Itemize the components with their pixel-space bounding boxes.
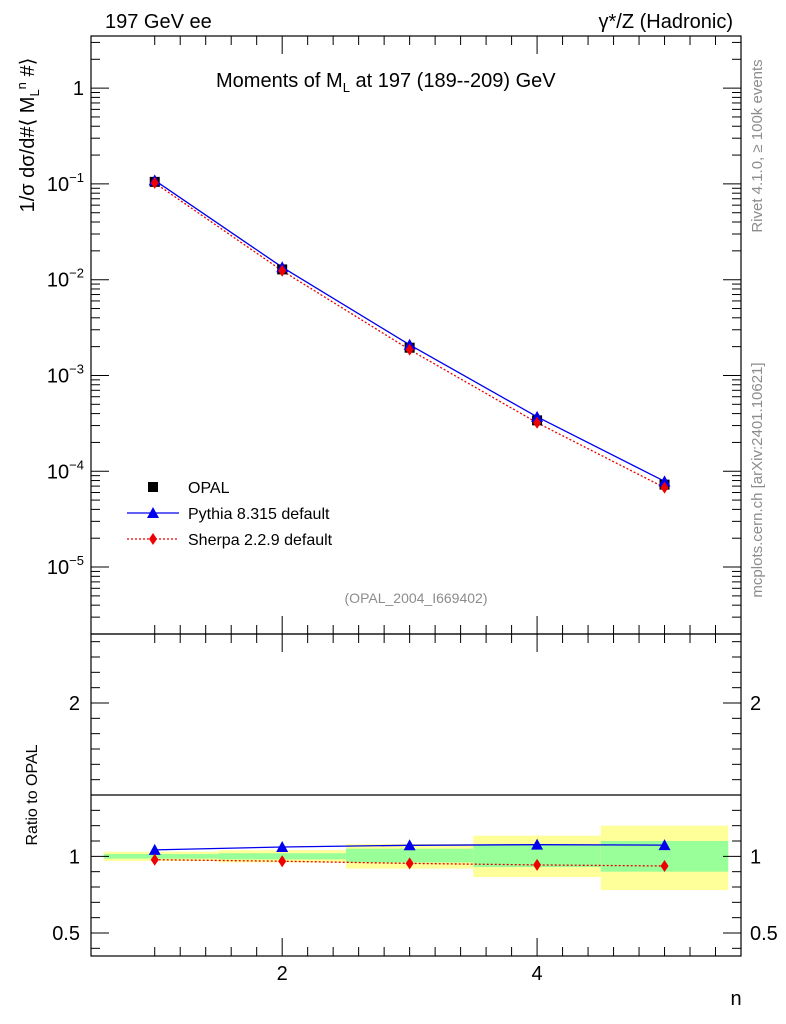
header-right: γ*/Z (Hadronic) [599, 11, 733, 33]
ratio-band-inner [345, 848, 474, 863]
main-ytick-label: 10−2 [47, 266, 84, 292]
main-ytick-label: 10−5 [47, 553, 84, 579]
ratio-xtick-label: 2 [277, 963, 288, 985]
main-ytick-exp: −5 [69, 553, 84, 568]
ratio-xlabel: n [730, 988, 741, 1010]
main-series [148, 174, 671, 494]
watermark: (OPAL_2004_I669402) [345, 590, 488, 606]
legend: OPAL Pythia 8.315 default Sherpa 2.2.9 def… [127, 480, 333, 549]
ratio-point-diamond [278, 855, 287, 868]
ratio-point-diamond [660, 859, 669, 872]
main-ytick-exp: −4 [69, 457, 84, 472]
ratio-ytick-label-left: 0.5 [52, 923, 80, 945]
main-point-diamond [533, 416, 542, 429]
main-ytick-base: 10 [47, 365, 69, 387]
ratio-ytick-label-right: 1 [750, 846, 761, 868]
ratio-point-diamond [150, 853, 159, 866]
ratio-point-triangle [148, 843, 161, 855]
main-xticks [154, 36, 717, 634]
legend-label: OPAL [188, 480, 230, 497]
ratio-point-triangle [658, 839, 671, 851]
main-point-triangle [531, 410, 544, 422]
legend-marker [147, 507, 159, 518]
ratio-point-triangle [276, 840, 289, 852]
ratio-series-line [154, 859, 665, 867]
ratio-point-triangle [403, 839, 416, 851]
legend-marker [149, 533, 157, 545]
main-point-triangle [658, 475, 671, 487]
ratio-band-inner [473, 844, 601, 868]
ratio-ytick-label-right: 0.5 [750, 923, 778, 945]
main-ytick-base: 10 [47, 461, 69, 483]
main-ylabel: 1/σ dσ/d#⟨ MLn #⟩ [14, 58, 42, 213]
ratio-ytick-label-right: 2 [750, 693, 761, 715]
ratio-yticks: 0.5 0.5 1 1 2 2 [52, 641, 778, 949]
main-ytick-base: 10 [47, 174, 69, 196]
ratio-series [148, 838, 671, 872]
legend-label: Sherpa 2.2.9 default [188, 532, 333, 549]
ratio-ylabel: Ratio to OPAL [24, 744, 41, 845]
ratio-ytick-label-left: 2 [69, 693, 80, 715]
main-point-diamond [405, 343, 414, 356]
main-ytick-label: 10−1 [47, 170, 84, 196]
main-ytick-label: 10−4 [47, 457, 84, 483]
main-ytick-label: 1 [73, 78, 84, 100]
main-point-diamond [278, 264, 287, 277]
header-left: 197 GeV ee [105, 11, 212, 33]
main-yticks: 110−110−210−310−410−5 [47, 41, 741, 635]
main-ytick-base: 10 [47, 270, 69, 292]
ratio-point-diamond [533, 858, 542, 871]
rivet-label: Rivet 4.1.0, ≥ 100k events [749, 59, 766, 232]
main-title: Moments of ML at 197 (189--209) GeV [216, 70, 556, 95]
main-series-line [154, 182, 665, 489]
ratio-point-diamond [405, 857, 414, 870]
main-title-part1: Moments of M [216, 70, 343, 92]
main-ytick-exp: −1 [69, 170, 84, 185]
mcplots-label: mcplots.cern.ch [arXiv:2401.10621] [749, 362, 766, 597]
main-title-sub: L [343, 80, 350, 95]
ratio-point-triangle [531, 838, 544, 850]
ratio-xtick-label: 4 [532, 963, 543, 985]
ratio-band-inner [103, 854, 219, 859]
ratio-bands [103, 825, 729, 891]
main-point-diamond [660, 481, 669, 494]
main-ytick-base: 10 [47, 557, 69, 579]
legend-marker [148, 482, 158, 492]
main-point-diamond [150, 176, 159, 189]
main-title-part2: at 197 (189--209) GeV [350, 70, 556, 92]
main-ytick-exp: −3 [69, 361, 84, 376]
ratio-ytick-label-left: 1 [69, 846, 80, 868]
main-series-line [154, 179, 665, 482]
legend-label: Pythia 8.315 default [188, 506, 330, 523]
main-ytick-exp: −2 [69, 266, 84, 281]
main-chart: 110−110−210−310−410−5 Moments of ML at 1… [14, 35, 742, 635]
main-ytick-label: 10−3 [47, 361, 84, 387]
